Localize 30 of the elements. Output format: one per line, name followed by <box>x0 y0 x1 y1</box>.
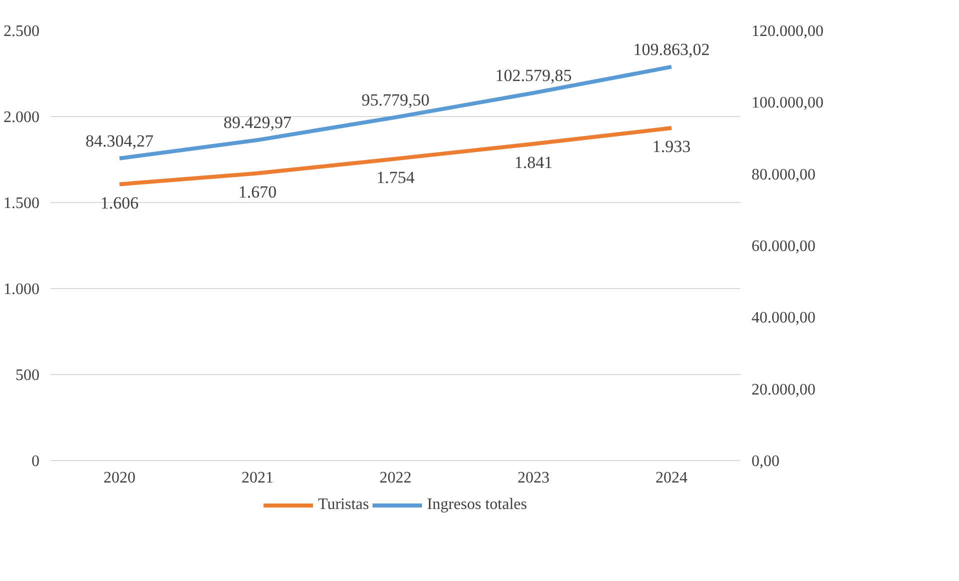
x-tick-label: 2022 <box>380 470 412 486</box>
y-tick-label: 1.500 <box>4 195 40 212</box>
y-tick-label: 1.000 <box>4 281 40 298</box>
data-label: 1.754 <box>376 168 416 187</box>
data-label: 109.863,02 <box>633 40 710 59</box>
x-tick-label: 2021 <box>242 470 274 486</box>
y2-tick-label: 40.000,00 <box>752 310 816 327</box>
y-tick-label: 0 <box>32 453 40 470</box>
y2-tick-label: 20.000,00 <box>752 381 816 398</box>
x-tick-label: 2024 <box>656 470 688 486</box>
x-tick-label: 2023 <box>518 470 550 486</box>
data-label: 1.933 <box>652 137 691 156</box>
y2-tick-label: 0,00 <box>752 453 780 470</box>
y-tick-label: 2.000 <box>4 109 40 126</box>
legend-label: Turistas <box>318 496 369 514</box>
y-tick-label: 2.500 <box>4 23 40 40</box>
y2-tick-label: 100.000,00 <box>752 94 824 112</box>
data-label: 89.429,97 <box>224 113 292 132</box>
data-label: 1.841 <box>514 152 553 172</box>
data-label: 102.579,85 <box>495 66 572 85</box>
y2-tick-label: 120.000,00 <box>752 23 824 40</box>
x-tick-label: 2020 <box>104 470 136 486</box>
y-tick-label: 500 <box>16 367 40 384</box>
data-label: 1.670 <box>238 182 277 202</box>
y2-tick-label: 60.000,00 <box>752 238 816 255</box>
data-label: 1.606 <box>100 193 139 212</box>
data-label: 95.779,50 <box>362 90 430 110</box>
legend-label: Ingresos totales <box>427 496 527 514</box>
y2-tick-label: 80.000,00 <box>752 166 816 184</box>
data-label: 84.304,27 <box>86 131 154 150</box>
